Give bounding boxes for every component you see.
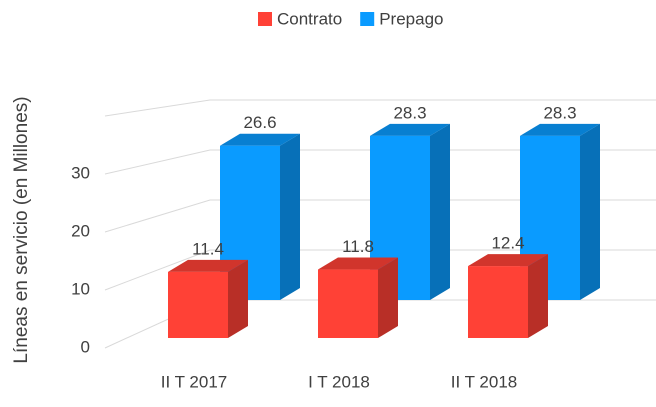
data-label: 28.3: [393, 103, 426, 122]
bar-side: [528, 254, 548, 338]
legend-label: Prepago: [379, 9, 443, 28]
bar: [468, 266, 528, 338]
legend-swatch: [360, 12, 375, 26]
bar-side: [378, 257, 398, 338]
y-tick-label: 0: [81, 337, 90, 356]
data-label: 28.3: [543, 103, 576, 122]
data-label: 11.8: [342, 237, 374, 256]
data-label: 11.4: [192, 239, 224, 258]
y-tick-label: 10: [71, 279, 90, 298]
bar: [318, 269, 378, 338]
bar-side: [280, 133, 300, 300]
bar-top: [468, 254, 548, 267]
bar: [168, 271, 228, 338]
legend-label: Contrato: [277, 9, 342, 28]
grid-line: [104, 249, 656, 291]
y-axis-label: Líneas en servicio (en Millones): [11, 96, 32, 363]
bar-side: [228, 259, 248, 338]
bar-top: [168, 259, 248, 272]
bar-side: [580, 123, 600, 300]
legend-swatch: [258, 12, 272, 26]
bar-top: [370, 123, 450, 136]
bar-top: [520, 123, 600, 136]
x-tick-label: I T 2018: [308, 372, 370, 391]
x-tick-label: II T 2018: [451, 372, 517, 391]
grid-line: [104, 199, 656, 233]
data-label: 26.6: [243, 113, 276, 132]
data-label: 12.4: [491, 234, 524, 253]
x-tick-label: II T 2017: [161, 372, 227, 391]
y-tick-label: 20: [71, 221, 90, 240]
bar-top: [318, 257, 398, 270]
grid-line: [104, 149, 656, 175]
bar-top: [220, 133, 300, 146]
y-tick-label: 30: [71, 163, 90, 182]
bar-side: [430, 123, 450, 300]
grid-line: [104, 99, 656, 117]
